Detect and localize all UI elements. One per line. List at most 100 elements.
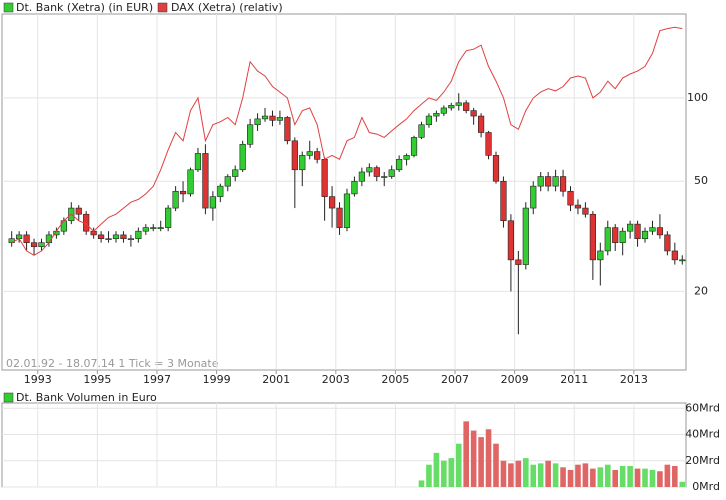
candle-body: [306, 151, 313, 156]
x-tick-label: 2009: [501, 373, 529, 386]
candle-body: [343, 193, 351, 228]
volume-bar: [567, 469, 574, 487]
candle-body: [671, 250, 678, 261]
volume-bar: [679, 481, 686, 487]
dax-line: [11, 26, 683, 256]
candle-body: [649, 227, 656, 232]
volume-bar: [590, 468, 596, 487]
candle-body: [396, 159, 403, 171]
candle-body: [60, 220, 67, 232]
candle-body: [448, 105, 455, 109]
candle-body: [321, 159, 328, 197]
volume-bar: [441, 460, 447, 487]
candle-body: [619, 230, 626, 243]
volume-bar: [627, 466, 633, 487]
volume-bar: [545, 460, 551, 487]
volume-bar: [664, 464, 671, 487]
x-tick-label: 2005: [381, 373, 409, 386]
x-tick-label: 1997: [143, 373, 171, 386]
candle-body: [373, 167, 380, 177]
volume-bar: [485, 429, 492, 487]
candle-body: [172, 190, 179, 209]
candle-body: [433, 112, 440, 117]
x-tick-label: 2007: [441, 373, 469, 386]
candle-body: [507, 220, 515, 261]
candle-body: [366, 167, 373, 173]
volume-bar: [523, 458, 529, 487]
y-tick-label: 50: [694, 174, 708, 187]
x-tick-label: 1993: [24, 373, 52, 386]
volume-bar: [515, 460, 522, 487]
volume-bar: [552, 463, 559, 487]
candle-body: [351, 180, 358, 195]
volume-bar: [657, 471, 663, 487]
candle-body: [552, 176, 559, 187]
candle-body: [679, 259, 686, 262]
candle-body: [314, 151, 321, 160]
candle-body: [112, 234, 120, 240]
volume-bar: [455, 443, 462, 487]
price-panel: [1, 13, 687, 371]
x-tick-label: 2001: [262, 373, 290, 386]
candle-body: [515, 259, 522, 265]
volume-bar: [560, 467, 566, 487]
candle-body: [157, 227, 164, 229]
candle-body: [492, 155, 500, 182]
candle-body: [485, 132, 492, 156]
candle-body: [135, 230, 142, 240]
candle-body: [418, 124, 425, 138]
volume-bar: [634, 468, 641, 487]
candle-body: [23, 234, 30, 243]
volume-bar: [642, 468, 648, 487]
candle-body: [634, 223, 641, 240]
candle-body: [217, 185, 224, 197]
volume-bar: [433, 452, 440, 487]
candle-body: [522, 207, 529, 265]
candle-body: [232, 169, 239, 177]
volume-bar: [470, 430, 477, 487]
volume-bar: [508, 463, 514, 487]
candle-body: [269, 115, 276, 121]
y-tick-label: 60Mrd: [685, 401, 720, 414]
volume-bar: [672, 466, 678, 487]
candle-body: [597, 250, 604, 261]
candle-body: [582, 207, 589, 215]
candle-body: [470, 110, 477, 117]
candle-body: [641, 230, 649, 240]
candle-body: [224, 176, 231, 187]
volume-bar: [612, 469, 619, 487]
volume-bar: [537, 463, 544, 487]
volume-bar: [575, 464, 581, 487]
candle-body: [105, 238, 112, 241]
candle-body: [627, 223, 634, 232]
volume-bar: [619, 466, 626, 487]
candle-body: [477, 115, 485, 133]
candle-body: [179, 190, 187, 195]
candle-body: [165, 207, 172, 228]
candle-body: [381, 176, 388, 178]
candle-body: [604, 227, 611, 252]
candle-body: [97, 234, 105, 240]
volume-bar: [649, 469, 656, 487]
candle-body: [440, 107, 447, 114]
candle-body: [455, 102, 462, 106]
legend-label: Dt. Bank (Xetra) (in EUR): [16, 1, 153, 14]
candle-body: [403, 155, 410, 160]
volume-bar: [463, 421, 469, 487]
volume-bar: [604, 464, 611, 487]
candle-body: [656, 227, 664, 236]
candle-body: [194, 153, 202, 171]
candle-body: [142, 227, 149, 232]
candle-body: [500, 180, 507, 222]
annotation: 02.01.92 - 18.07.14 1 Tick = 3 Monate: [6, 357, 219, 370]
candle-body: [291, 140, 298, 171]
candle-body: [254, 118, 261, 126]
legend-swatch: [3, 2, 14, 13]
x-tick-label: 2013: [620, 373, 648, 386]
legend-label: Dt. Bank Volumen in Euro: [16, 391, 157, 404]
y-tick-label: 20Mrd: [685, 454, 720, 467]
volume-bar: [478, 437, 484, 487]
legend-swatch: [157, 2, 168, 13]
candle-body: [209, 196, 216, 209]
